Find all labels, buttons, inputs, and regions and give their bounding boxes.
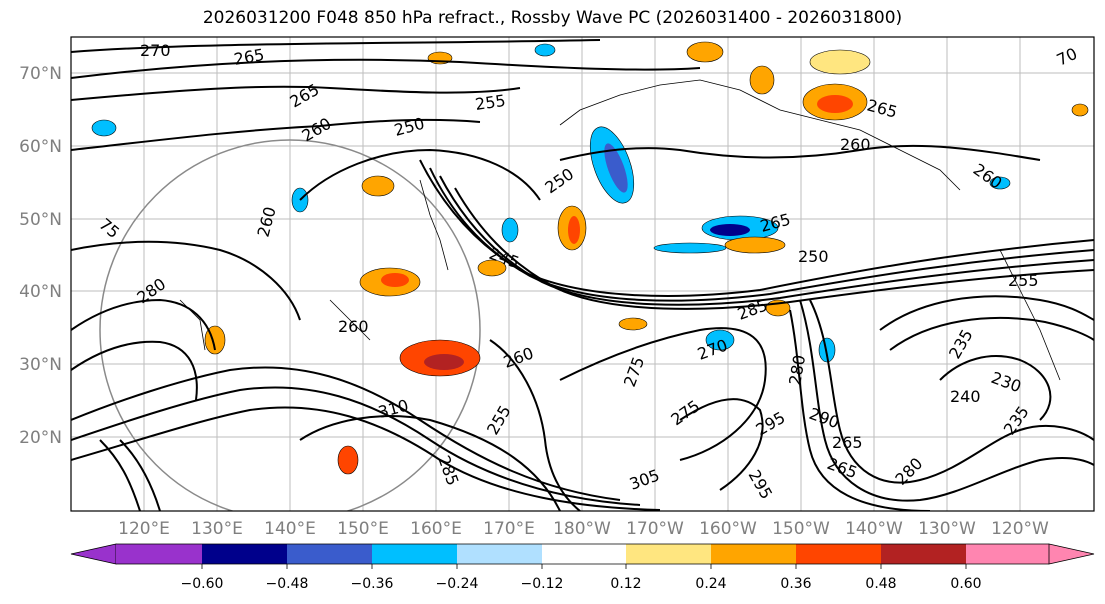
contour-label: 260	[338, 317, 369, 336]
colorbar-bin	[202, 544, 287, 564]
colorbar-tick-label: 0.48	[865, 576, 896, 592]
longitude-labels: 120°E 130°E 140°E 150°E 160°E 170°E 180°…	[118, 519, 1049, 539]
contour-label: 265	[832, 433, 863, 452]
lat-label: 40°N	[19, 282, 62, 302]
colorbar-tick-label: −0.60	[181, 576, 224, 592]
colorbar-bin	[116, 544, 202, 564]
lon-label: 170°E	[483, 519, 535, 539]
contour-label: 240	[950, 387, 981, 406]
lat-label: 50°N	[19, 210, 62, 230]
colorbar-bin	[457, 544, 542, 564]
colorbar-extend-low	[70, 543, 117, 565]
lon-label: 170°W	[626, 519, 684, 539]
colorbar-bin	[372, 544, 457, 564]
map-frame	[70, 36, 1095, 512]
colorbar-bin	[966, 544, 1049, 564]
colorbar-bin	[626, 544, 711, 564]
lat-label: 70°N	[19, 64, 62, 84]
colorbar: −0.60 −0.48 −0.36 −0.24 −0.12 0.12 0.24 …	[70, 543, 1095, 592]
lon-label: 160°E	[410, 519, 462, 539]
colorbar-tick-label: −0.36	[351, 576, 394, 592]
colorbar-tick-label: 0.60	[950, 576, 981, 592]
lat-label: 20°N	[19, 428, 62, 448]
colorbar-tick-label: −0.12	[521, 576, 564, 592]
latitude-labels: 70°N 60°N 50°N 40°N 30°N 20°N	[19, 64, 62, 448]
lon-label: 130°E	[191, 519, 243, 539]
lon-label: 140°W	[845, 519, 903, 539]
colorbar-bin	[881, 544, 966, 564]
refractivity-contours	[71, 39, 1094, 511]
colorbar-bin	[711, 544, 796, 564]
colorbar-tick-label: 0.24	[695, 576, 726, 592]
colorbar-bin	[796, 544, 881, 564]
lon-label: 130°W	[918, 519, 976, 539]
colorbar-tick-label: −0.48	[266, 576, 309, 592]
wave-region-circle	[99, 139, 481, 511]
lon-label: 150°E	[337, 519, 389, 539]
contour-label: 255	[1008, 271, 1039, 290]
contour-label: 250	[798, 247, 829, 266]
colorbar-extend-high	[1048, 543, 1095, 565]
lon-label: 120°E	[118, 519, 170, 539]
lon-label: 120°W	[991, 519, 1049, 539]
contour-label: 255	[474, 91, 507, 114]
colorbar-tick-label: 0.36	[780, 576, 811, 592]
colorbar-bin	[287, 544, 372, 564]
lat-label: 60°N	[19, 137, 62, 157]
figure-title: 2026031200 F048 850 hPa refract., Rossby…	[202, 8, 903, 28]
lon-label: 150°W	[772, 519, 830, 539]
colorbar-bin	[542, 544, 626, 564]
lon-label: 160°W	[699, 519, 757, 539]
lon-label: 180°W	[553, 519, 611, 539]
contour-label: 270	[140, 41, 171, 60]
lat-label: 30°N	[19, 355, 62, 375]
colorbar-tick-label: 0.12	[610, 576, 641, 592]
contour-label: 260	[840, 135, 871, 154]
graticule	[71, 37, 1094, 511]
lon-label: 140°E	[264, 519, 316, 539]
colorbar-tick-label: −0.24	[436, 576, 479, 592]
